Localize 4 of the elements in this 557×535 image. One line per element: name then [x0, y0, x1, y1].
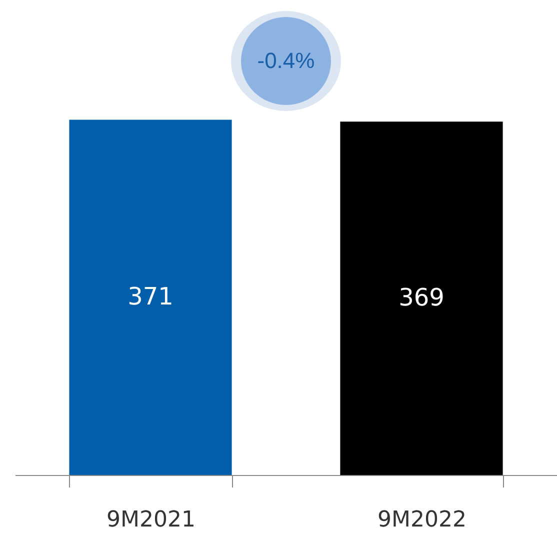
data-label: 369	[398, 283, 444, 312]
x-tick-label: 9M2021	[106, 508, 196, 532]
x-tick-label: 9M2022	[378, 508, 466, 532]
data-label: 371	[128, 282, 174, 310]
